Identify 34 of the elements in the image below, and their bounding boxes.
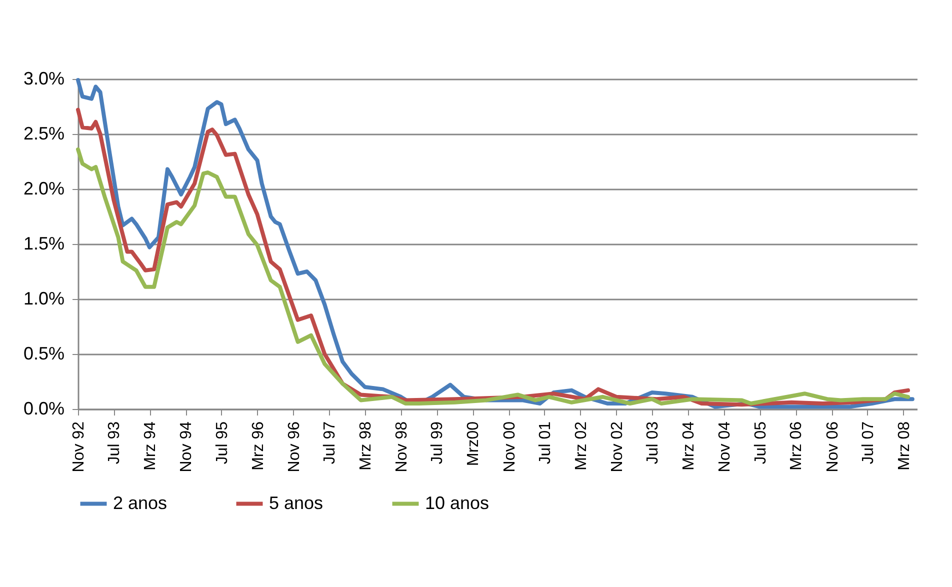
legend-label: 2 anos [113, 492, 168, 513]
x-tick-label: Mrz 06 [788, 421, 806, 470]
legend-label: 10 anos [425, 492, 490, 513]
x-tick-label: Mrz00 [465, 421, 482, 466]
legend-label: 5 anos [269, 492, 324, 513]
x-tick-label: Nov 00 [501, 421, 518, 472]
y-tick-label: 2.5% [23, 124, 64, 144]
y-tick-label: 1.5% [23, 234, 64, 254]
x-tick-label: Nov 02 [608, 421, 626, 472]
x-tick-label: Nov 94 [178, 421, 196, 472]
x-tick-label: Jul 01 [536, 421, 554, 464]
x-tick-label: Nov 96 [286, 421, 303, 472]
x-tick-label: Mrz 96 [250, 421, 267, 470]
x-tick-label: Mrz 08 [896, 421, 913, 470]
x-tick-label: Jul 93 [106, 421, 124, 464]
x-tick-label: Nov 98 [394, 421, 411, 472]
x-tick-label: Jul 03 [644, 421, 662, 464]
y-tick-label: 1.0% [23, 288, 64, 308]
x-tick-label: Nov 92 [70, 421, 88, 472]
x-tick-label: Jul 05 [752, 421, 770, 464]
x-tick-label: Mrz 98 [357, 421, 374, 470]
x-tick-label: Mrz 04 [680, 421, 698, 470]
y-tick-label: 2.0% [23, 178, 64, 198]
x-tick-label: Jul 97 [322, 421, 339, 464]
y-tick-label: 0.5% [23, 344, 64, 364]
x-tick-label: Nov 04 [716, 421, 734, 472]
x-tick-label: Jul 95 [214, 421, 231, 464]
x-tick-label: Nov 06 [824, 421, 842, 472]
x-tick-label: Jul 99 [429, 421, 446, 464]
x-tick-label: Mrz 94 [142, 421, 159, 470]
x-tick-label: Mrz 02 [572, 421, 590, 470]
x-tick-label: Jul 07 [860, 421, 877, 464]
y-tick-label: 3.0% [23, 68, 64, 88]
y-tick-label: 0.0% [23, 398, 64, 418]
